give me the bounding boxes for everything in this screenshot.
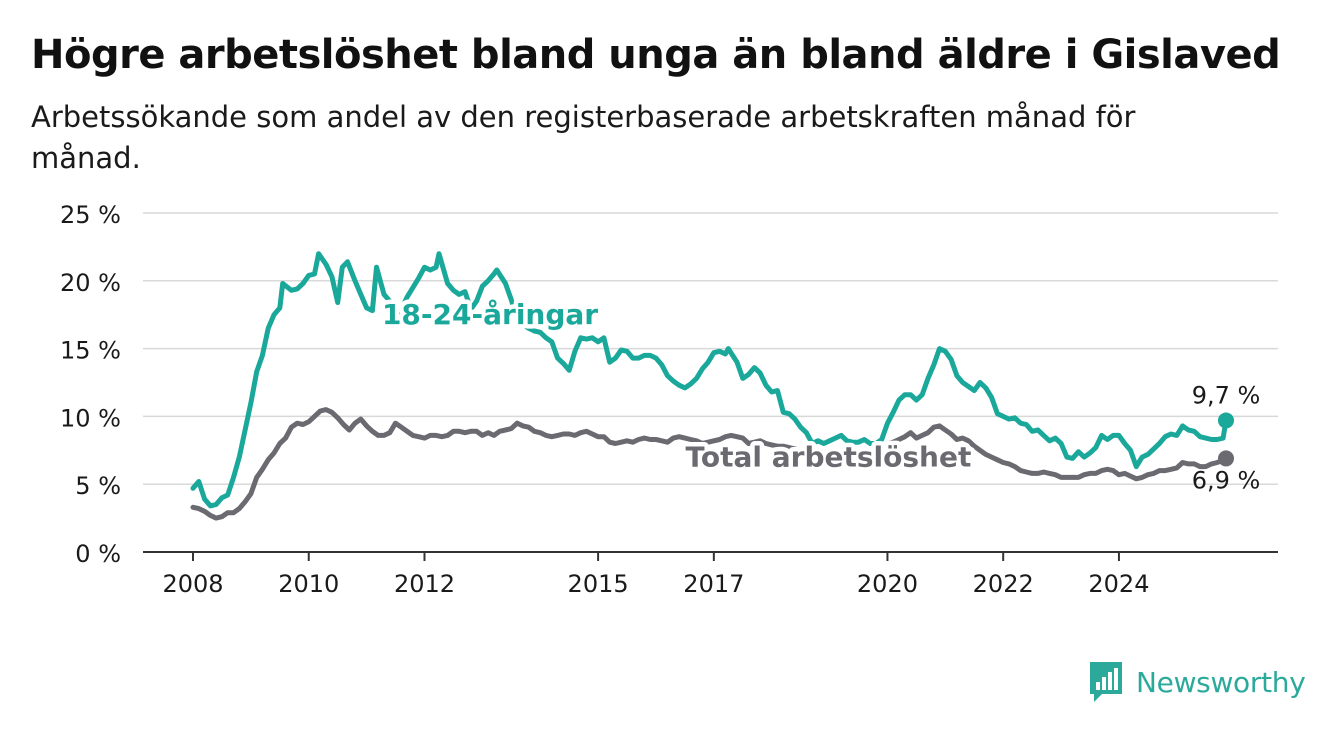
x-tick-label: 2024 (1088, 570, 1149, 598)
x-axis-ticks: 2008 2010 2012 2015 2017 2020 2022 2024 (162, 552, 1149, 598)
series-line-total (190, 407, 1229, 521)
gridlines (143, 212, 1278, 553)
y-axis-ticks: 0 % 5 % 10 % 15 % 20 % 25 % (60, 201, 121, 568)
chart-title: Högre arbetslöshet bland unga än bland ä… (31, 32, 1281, 78)
series-name-label: 18-24-åringar (382, 298, 598, 331)
series-lines (190, 251, 1234, 521)
x-tick-label: 2022 (973, 570, 1034, 598)
y-tick-label: 15 % (60, 337, 121, 365)
end-value-label: 9,7 % (1192, 381, 1261, 409)
y-tick-label: 25 % (60, 201, 121, 229)
end-value-label: 6,9 % (1192, 466, 1261, 494)
brand-name: Newsworthy (1136, 665, 1306, 699)
newsworthy-logo[interactable]: Newsworthy (1088, 660, 1306, 704)
x-tick-label: 2010 (278, 570, 339, 598)
chart-subtitle: Arbetssökande som andel av den registerb… (31, 100, 1136, 175)
x-tick-label: 2008 (162, 570, 223, 598)
x-tick-label: 2015 (568, 570, 629, 598)
series-name-label: Total arbetslöshet (686, 441, 972, 474)
y-tick-label: 10 % (60, 404, 121, 432)
bar-chart-document-icon (1090, 662, 1122, 702)
x-tick-label: 2020 (857, 570, 918, 598)
series-labels: 6,9 % 9,7 % 18-24-åringar Total arbetslöshe… (377, 294, 1261, 495)
y-tick-label: 0 % (75, 540, 121, 568)
x-tick-label: 2012 (394, 570, 455, 598)
x-tick-label: 2017 (683, 570, 744, 598)
y-tick-label: 20 % (60, 269, 121, 297)
end-point-total (1218, 450, 1234, 467)
end-point-youth (1218, 412, 1234, 429)
series-line-youth (190, 251, 1229, 509)
y-tick-label: 5 % (75, 472, 121, 500)
